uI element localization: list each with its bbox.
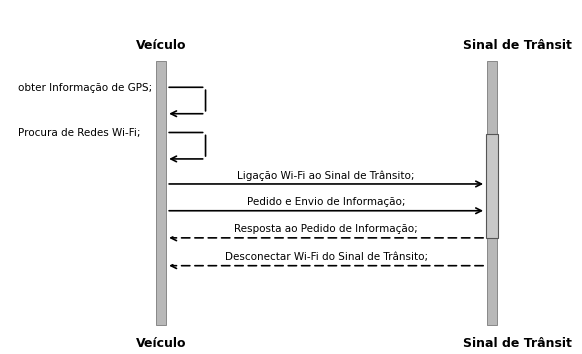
Text: Ligação Wi-Fi ao Sinal de Trânsito;: Ligação Wi-Fi ao Sinal de Trânsito;	[237, 170, 415, 181]
Text: Veículo: Veículo	[136, 337, 186, 350]
Text: Pedido e Envio de Informação;: Pedido e Envio de Informação;	[247, 197, 406, 207]
Text: Sinal de Trânsit: Sinal de Trânsit	[463, 39, 572, 52]
Text: Sinal de Trânsit: Sinal de Trânsit	[463, 337, 572, 350]
FancyBboxPatch shape	[486, 133, 498, 238]
Text: obter Informação de GPS;: obter Informação de GPS;	[18, 82, 152, 93]
Text: Desconectar Wi-Fi do Sinal de Trânsito;: Desconectar Wi-Fi do Sinal de Trânsito;	[225, 252, 428, 262]
Text: Resposta ao Pedido de Informação;: Resposta ao Pedido de Informação;	[235, 224, 418, 234]
Text: Veículo: Veículo	[136, 39, 186, 52]
FancyBboxPatch shape	[487, 61, 497, 325]
FancyBboxPatch shape	[156, 61, 166, 325]
Text: Procura de Redes Wi-Fi;: Procura de Redes Wi-Fi;	[18, 128, 141, 138]
